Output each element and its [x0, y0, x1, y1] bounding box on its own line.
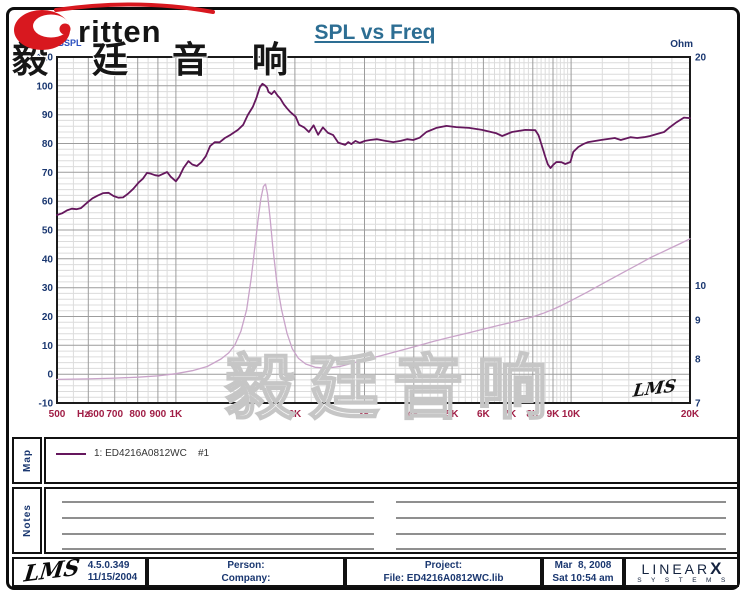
notes-ruled-line [396, 501, 726, 503]
svg-text:9: 9 [695, 316, 701, 327]
notes-ruled-line [62, 517, 374, 519]
svg-text:2K: 2K [289, 409, 303, 420]
svg-text:40: 40 [42, 254, 54, 265]
svg-text:10: 10 [42, 341, 54, 352]
linearx-wordmark: LINEARX [641, 558, 722, 578]
svg-text:Hz: Hz [77, 409, 89, 420]
notes-box [44, 487, 739, 554]
svg-text:7: 7 [695, 399, 701, 410]
lms-build-date: 11/15/2004 [87, 572, 138, 583]
notes-label-cell: Notes [12, 487, 42, 554]
footer-person-cell: Person: Company: [147, 557, 345, 587]
spl-vs-freq-chart: -10 0 10 20 30 40 50 60 70 80 90 100 110 20 10 9 8 7 500 Hz… [36, 38, 707, 420]
project-label: Project: [424, 560, 463, 571]
notes-label: Notes [21, 504, 33, 537]
linearx-x: X [710, 558, 722, 578]
file-label: File: ED4216A0812WC.lib [383, 573, 504, 584]
notes-ruled-line [396, 548, 726, 550]
watermark-top-cjk: 毅廷音响 [12, 39, 333, 80]
footer-version-cell: LMS 4.5.0.349 11/15/2004 [12, 553, 147, 588]
svg-text:-10: -10 [39, 399, 54, 410]
person-label: Person: [227, 560, 265, 571]
notes-ruled-line [62, 533, 374, 535]
svg-text:0: 0 [47, 370, 53, 381]
footer-project-cell: Project: File: ED4216A0812WC.lib [345, 557, 542, 587]
svg-text:80: 80 [42, 139, 54, 150]
svg-text:70: 70 [42, 168, 54, 179]
svg-text:1K: 1K [170, 409, 184, 420]
svg-text:60: 60 [42, 197, 54, 208]
report-time: Sat 10:54 am [552, 573, 614, 584]
svg-text:dBSPL: dBSPL [52, 38, 82, 48]
linearx-logo-cell: LINEARX SYSTEMS [624, 557, 739, 587]
svg-text:100: 100 [36, 81, 53, 92]
lms-version: 4.5.0.349 [87, 560, 130, 571]
svg-text:800: 800 [129, 409, 146, 420]
svg-text:110: 110 [37, 53, 54, 64]
svg-text:6K: 6K [477, 409, 491, 420]
watermark-bottom-cjk: 毅廷音响 [224, 349, 561, 427]
svg-text:700: 700 [106, 409, 123, 420]
svg-text:3K: 3K [358, 409, 372, 420]
logo-swoosh-icon [14, 2, 215, 50]
linearx-subtitle: SYSTEMS [637, 576, 735, 584]
svg-text:10: 10 [695, 281, 707, 292]
legend-entry: 1: ED4216A0812WC #1 [56, 448, 209, 459]
lms-footer-logo: LMS [22, 553, 82, 588]
notes-ruled-line [62, 548, 374, 550]
svg-text:8: 8 [695, 355, 701, 366]
report-date: Mar 8, 2008 [554, 560, 612, 571]
svg-text:90: 90 [42, 110, 54, 121]
map-label-cell: Map [12, 437, 42, 484]
svg-text:20: 20 [695, 53, 707, 64]
legend-text: 1: ED4216A0812WC #1 [94, 448, 210, 459]
eritten-logo: ritten [8, 2, 248, 52]
chart-title: SPL vs Freq [314, 21, 436, 44]
svg-text:500: 500 [49, 409, 66, 420]
company-label: Company: [221, 573, 271, 584]
svg-text:20: 20 [42, 312, 54, 323]
map-label: Map [21, 449, 33, 472]
legend-line-swatch [56, 452, 86, 455]
svg-text:10K: 10K [562, 409, 581, 420]
page-border [6, 7, 740, 590]
footer-date-cell: Mar 8, 2008 Sat 10:54 am [542, 557, 624, 587]
logo-wordmark: ritten [78, 14, 162, 49]
svg-text:20K: 20K [681, 409, 700, 420]
notes-ruled-line [62, 501, 374, 503]
svg-text:9K: 9K [547, 409, 561, 420]
svg-text:5K: 5K [446, 409, 460, 420]
svg-text:8K: 8K [526, 409, 540, 420]
svg-text:30: 30 [42, 283, 54, 294]
map-box: 1: ED4216A0812WC #1 [44, 437, 739, 484]
notes-ruled-line [396, 517, 726, 519]
svg-text:50: 50 [42, 226, 54, 237]
svg-text:900: 900 [150, 409, 167, 420]
svg-text:600: 600 [88, 409, 105, 420]
svg-text:7K: 7K [504, 409, 518, 420]
svg-text:4K: 4K [407, 409, 421, 420]
notes-ruled-line [396, 533, 726, 535]
svg-text:Ohm: Ohm [670, 39, 693, 50]
